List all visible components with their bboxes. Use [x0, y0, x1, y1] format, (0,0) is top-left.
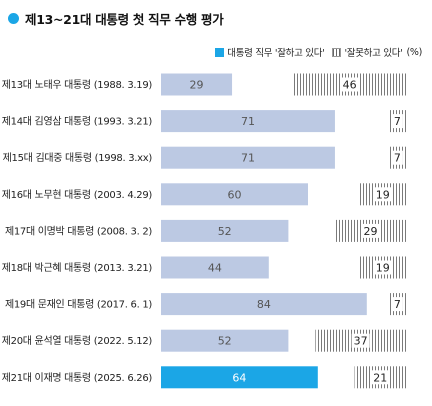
category-label: 제13대 노태우 대통령 (1988. 3.19)	[2, 79, 153, 91]
disapprove-value-label: 29	[363, 225, 377, 238]
category-label: 제18대 박근혜 대통령 (2013. 3.21)	[2, 262, 153, 274]
chart-title: 제13~21대 대통령 첫 직무 수행 평가	[25, 12, 224, 27]
approve-bar	[161, 146, 335, 169]
disapprove-value-label: 21	[373, 371, 387, 384]
disapprove-value-label: 19	[376, 262, 390, 275]
disapprove-value-backdrop	[391, 297, 403, 312]
disapprove-value-backdrop	[361, 223, 380, 238]
disapprove-value-backdrop	[371, 370, 390, 385]
approve-bar	[161, 366, 318, 389]
disapprove-value-label: 7	[394, 152, 401, 165]
disapprove-value-backdrop	[340, 77, 359, 92]
approve-value-label: 29	[190, 79, 204, 92]
approve-value-label: 84	[257, 298, 271, 311]
approve-value-label: 52	[218, 335, 232, 348]
legend-label-approve: 대통령 직무 '잘하고 있다'	[227, 48, 325, 59]
approve-value-label: 71	[241, 152, 255, 165]
legend-item-disapprove: '잘못하고 있다'	[332, 45, 403, 59]
category-label: 제20대 윤석열 대통령 (2022. 5.12)	[2, 335, 153, 347]
bullet-dot-icon	[8, 13, 19, 24]
approve-bar	[161, 293, 367, 316]
disapprove-value-label: 46	[343, 79, 357, 92]
approve-value-label: 44	[208, 262, 222, 275]
category-label: 제16대 노무현 대통령 (2003. 4.29)	[2, 189, 153, 201]
category-label: 제14대 김영삼 대통령 (1993. 3.21)	[2, 116, 153, 128]
category-label: 제15대 김대중 대통령 (1998. 3.xx)	[3, 152, 153, 164]
approve-value-label: 60	[228, 188, 242, 201]
disapprove-value-backdrop	[391, 150, 403, 165]
title-row: 제13~21대 대통령 첫 직무 수행 평가	[8, 9, 224, 28]
legend-unit: (%)	[406, 46, 422, 58]
disapprove-value-label: 19	[376, 188, 390, 201]
category-label: 제21대 이재명 대통령 (2025. 6.26)	[2, 372, 153, 384]
approve-value-label: 52	[218, 225, 232, 238]
disapprove-value-backdrop	[391, 114, 403, 129]
approve-bar	[161, 256, 269, 279]
approve-bar	[161, 219, 289, 242]
category-label: 제19대 문재인 대통령 (2017. 6. 1)	[5, 299, 152, 311]
legend-item-approve: 대통령 직무 '잘하고 있다'	[215, 45, 325, 59]
disapprove-value-label: 7	[394, 115, 401, 128]
disapprove-value-backdrop	[373, 260, 392, 275]
approve-value-label: 64	[232, 371, 246, 384]
approve-bar	[161, 329, 289, 352]
legend: 대통령 직무 '잘하고 있다' '잘못하고 있다' (%)	[207, 45, 422, 59]
approve-bar	[161, 110, 335, 133]
approve-bar	[161, 73, 233, 96]
disapprove-value-label: 37	[354, 335, 368, 348]
disapprove-value-backdrop	[373, 187, 392, 202]
category-label: 제17대 이명박 대통령 (2008. 3. 2)	[5, 225, 152, 237]
disapprove-value-label: 7	[394, 298, 401, 311]
legend-label-disapprove: '잘못하고 있다'	[344, 48, 403, 59]
disapprove-value-backdrop	[351, 333, 370, 348]
approve-value-label: 71	[241, 115, 255, 128]
legend-swatch-disapprove	[332, 47, 342, 57]
approve-bar	[161, 183, 308, 206]
legend-swatch-approve	[215, 47, 225, 57]
